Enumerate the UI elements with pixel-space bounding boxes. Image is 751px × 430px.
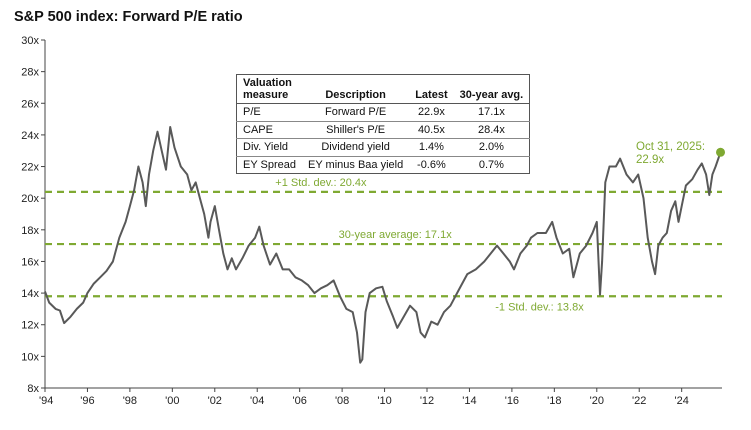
reference-label: 30-year average: 17.1x [339, 229, 453, 241]
valuation-table: Valuation measure Description Latest 30-… [236, 74, 531, 174]
x-tick-label: '12 [420, 395, 434, 407]
table-header-line: measure [243, 89, 289, 101]
y-tick-label: 8x [27, 383, 39, 395]
x-tick-label: '20 [590, 395, 604, 407]
table-cell: 40.5x [409, 121, 454, 139]
table-row: EY Spread EY minus Baa yield -0.6% 0.7% [237, 156, 530, 174]
table-cell: EY minus Baa yield [308, 158, 404, 171]
table-header-row: Valuation measure Description Latest 30-… [236, 74, 530, 104]
x-tick-label: '08 [335, 395, 349, 407]
x-tick-label: '02 [208, 395, 222, 407]
y-tick-label: 12x [21, 320, 39, 332]
table-header-line: Valuation [243, 77, 292, 89]
x-tick-label: '18 [547, 395, 561, 407]
y-tick-label: 26x [21, 98, 39, 110]
x-tick-label: '06 [292, 395, 306, 407]
reference-label: -1 Std. dev.: 13.8x [495, 301, 584, 313]
table-cell: Forward P/E [302, 103, 410, 122]
table-cell: 28.4x [453, 121, 530, 139]
table-cell: 0.7% [478, 158, 504, 171]
table-cell: 22.9x [409, 103, 454, 122]
x-tick-label: '96 [80, 395, 94, 407]
reference-label: +1 Std. dev.: 20.4x [275, 177, 367, 189]
x-tick-label: '24 [675, 395, 689, 407]
latest-value-label: Oct 31, 2025: [636, 141, 705, 153]
x-tick-label: '14 [462, 395, 476, 407]
table-header: 30-year avg. [453, 74, 530, 104]
forward-pe-series-line [44, 126, 722, 364]
reference-lines [45, 190, 722, 298]
y-tick-label: 10x [21, 351, 39, 363]
table-row: P/E Forward P/E 22.9x 17.1x [236, 103, 530, 122]
table-cell: EY Spread [243, 158, 297, 171]
y-tick-label: 20x [21, 193, 39, 205]
series-layer [44, 126, 722, 364]
table-header: Latest [409, 74, 454, 104]
table-cell: Shiller's P/E [302, 121, 410, 139]
x-tick-label: '94 [39, 395, 53, 407]
y-tick-label: 22x [21, 162, 39, 174]
table-header: Valuation measure [236, 74, 303, 104]
table-header: Description [302, 74, 410, 104]
table-cell: 17.1x [453, 103, 530, 122]
table-cell: 1.4% [409, 138, 454, 157]
x-tick-label: '04 [250, 395, 264, 407]
x-tick-label: '10 [377, 395, 391, 407]
x-tick-label: '16 [505, 395, 519, 407]
latest-value-label: 22.9x [636, 154, 664, 166]
x-tick-label: '98 [123, 395, 137, 407]
table-row: Div. Yield Dividend yield 1.4% 2.0% [236, 138, 530, 157]
annotation-layer: +1 Std. dev.: 20.4x 30-year average: 17.1… [275, 141, 726, 313]
y-tick-label: 28x [21, 67, 39, 79]
table-row: CAPE Shiller's P/E 40.5x 28.4x [236, 121, 530, 139]
table-cell: 2.0% [453, 138, 530, 157]
table-cell: CAPE [236, 121, 303, 139]
table-cell: P/E [236, 103, 303, 122]
y-tick-label: 24x [21, 130, 39, 142]
table-cell: -0.6% [417, 158, 446, 171]
y-tick-label: 30x [21, 35, 39, 47]
y-tick-label: 14x [21, 288, 39, 300]
y-tick-label: 16x [21, 256, 39, 268]
y-tick-label: 18x [21, 225, 39, 237]
x-tick-label: '22 [632, 395, 646, 407]
table-cell: Div. Yield [236, 138, 303, 157]
chart-title: S&P 500 index: Forward P/E ratio [14, 9, 243, 25]
table-cell: Dividend yield [302, 138, 410, 157]
axes: 8x 10x 12x 14x 16x 18x 20x 22x 24x 26x 28x 30x '94 '9… [21, 35, 722, 407]
x-tick-label: '00 [165, 395, 179, 407]
latest-value-marker [716, 147, 726, 157]
